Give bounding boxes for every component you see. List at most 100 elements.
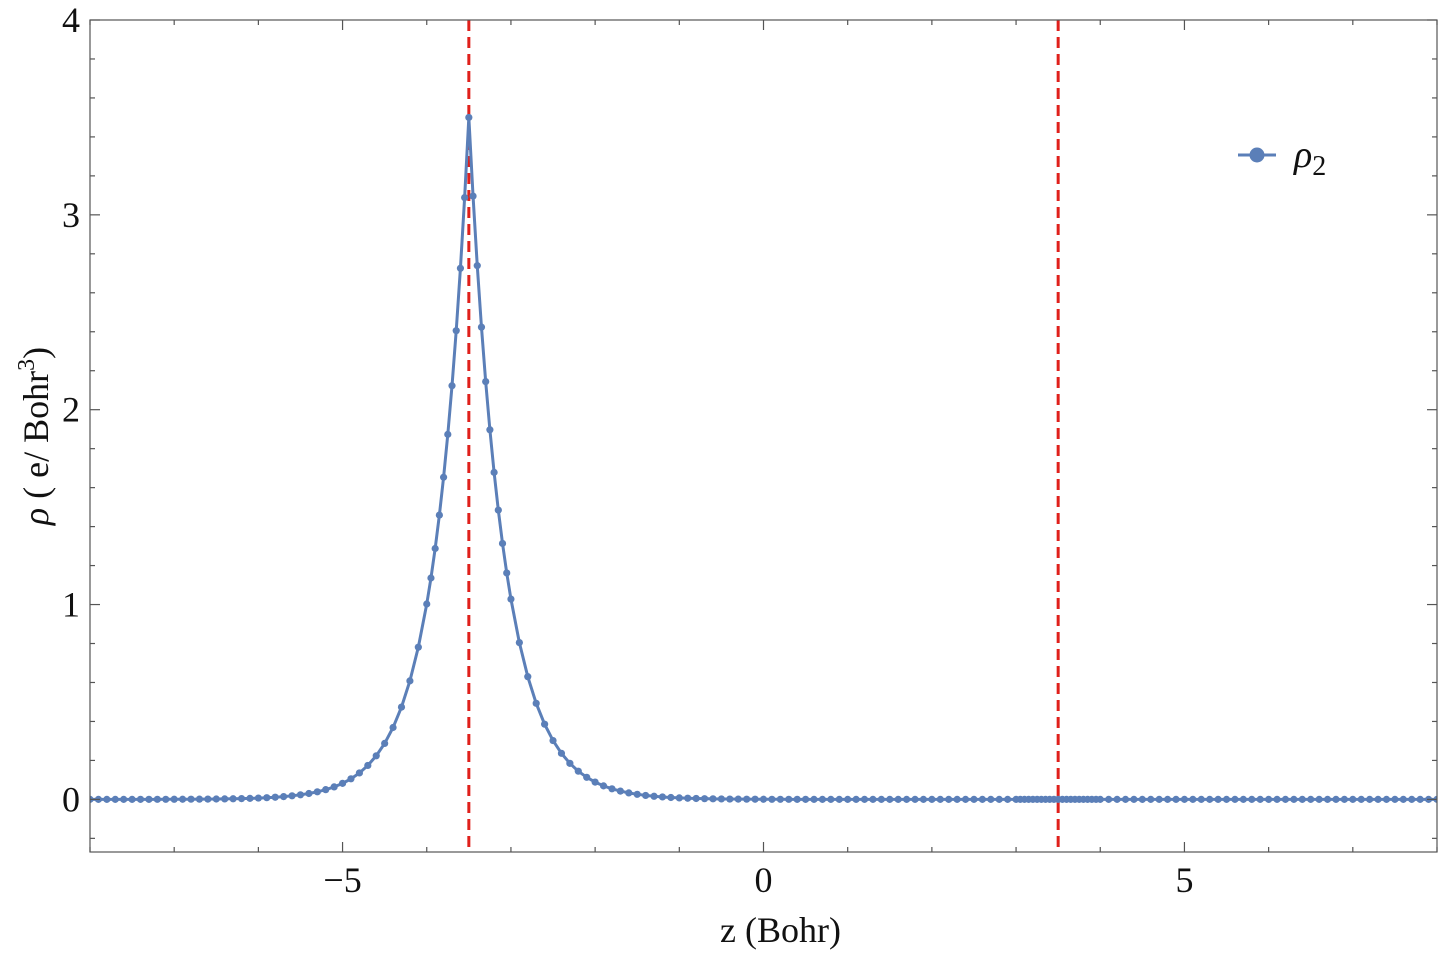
data-point [456,264,465,272]
data-point [355,769,363,777]
data-point [1130,795,1138,803]
data-point [978,795,986,803]
data-point [1366,795,1374,803]
data-point [650,792,658,800]
legend-label: ρ2 [1293,134,1326,182]
data-point [675,794,683,802]
series-line-1 [90,117,1437,801]
data-point [894,795,902,803]
data-point [271,793,279,801]
data-point [1408,795,1416,803]
data-point [616,787,624,795]
data-point [120,795,128,803]
legend: ρ2 [1238,134,1326,182]
data-point [465,113,473,122]
data-point [1374,795,1382,803]
data-point [1399,795,1407,803]
data-point [494,506,502,514]
data-point [229,795,237,803]
data-point [583,773,591,781]
data-point [667,793,675,802]
data-point [439,473,448,481]
data-point [1273,795,1281,803]
data-point [204,795,212,803]
data-point [364,761,372,770]
data-point [549,736,557,745]
data-point [1349,795,1357,803]
data-point [1172,795,1180,803]
data-point [111,795,119,803]
data-point [406,677,414,685]
data-point [751,795,759,803]
data-point [961,795,970,803]
x-axis-label: z (Bohr) [720,910,841,950]
data-point [1357,795,1365,803]
data-point [1189,795,1197,803]
data-point [507,595,515,603]
data-point [263,794,271,802]
data-point [397,703,406,711]
plot-area [90,20,1437,852]
data-point [381,739,389,748]
data-point [903,795,911,803]
data-point [1180,795,1189,803]
data-point [1239,795,1247,803]
data-point [919,795,928,803]
data-point [743,795,751,803]
data-point [195,795,204,803]
data-point [1004,795,1012,803]
data-point [237,794,246,803]
data-point [625,789,633,797]
data-point [435,511,443,519]
data-point [945,795,953,803]
x-tick-label: 5 [1175,860,1193,900]
data-point [330,783,338,791]
data-point [1164,795,1172,803]
data-point [726,795,734,803]
x-tick-label: −5 [323,860,361,900]
data-point [818,795,827,803]
data-point [1214,795,1222,803]
data-point [987,795,995,803]
data-point [1096,795,1104,803]
data-point [515,638,523,647]
data-point [1138,795,1146,803]
axis-labels: z (Bohr) ρ ( e/ Bohr3) [14,347,841,950]
data-point [1315,795,1323,803]
legend-swatch-marker [1249,147,1265,163]
data-point [347,775,355,783]
axis-ticks: −5 0 5 0 1 2 3 4 [62,0,1438,900]
data-point [431,544,439,553]
data-point [423,600,431,608]
data-point [911,795,919,803]
data-point [280,793,288,801]
data-point [692,794,700,803]
y-tick-label: 0 [62,779,80,819]
data-point [835,795,843,803]
data-point [759,795,768,803]
data-point [1147,795,1155,803]
data-point [170,795,178,803]
data-point [936,795,944,803]
data-point [162,795,170,803]
data-point [717,795,726,803]
data-point [490,468,498,476]
y-axis-label: ρ ( e/ Bohr3) [14,347,56,526]
data-point [473,262,481,270]
data-point [827,795,835,803]
data-point [246,794,254,802]
data-point [801,795,810,803]
data-point [541,720,549,728]
data-point [305,789,313,798]
data-point [1323,795,1332,803]
data-point [709,795,717,803]
data-point [313,788,321,796]
plot-frame [89,19,1438,853]
legend-label-sub: 2 [1312,151,1326,182]
data-point [877,795,885,803]
data-point [776,795,784,803]
data-point [633,790,641,798]
data-point [414,643,422,651]
data-point [498,539,507,548]
y-tick-label: 2 [62,390,80,430]
